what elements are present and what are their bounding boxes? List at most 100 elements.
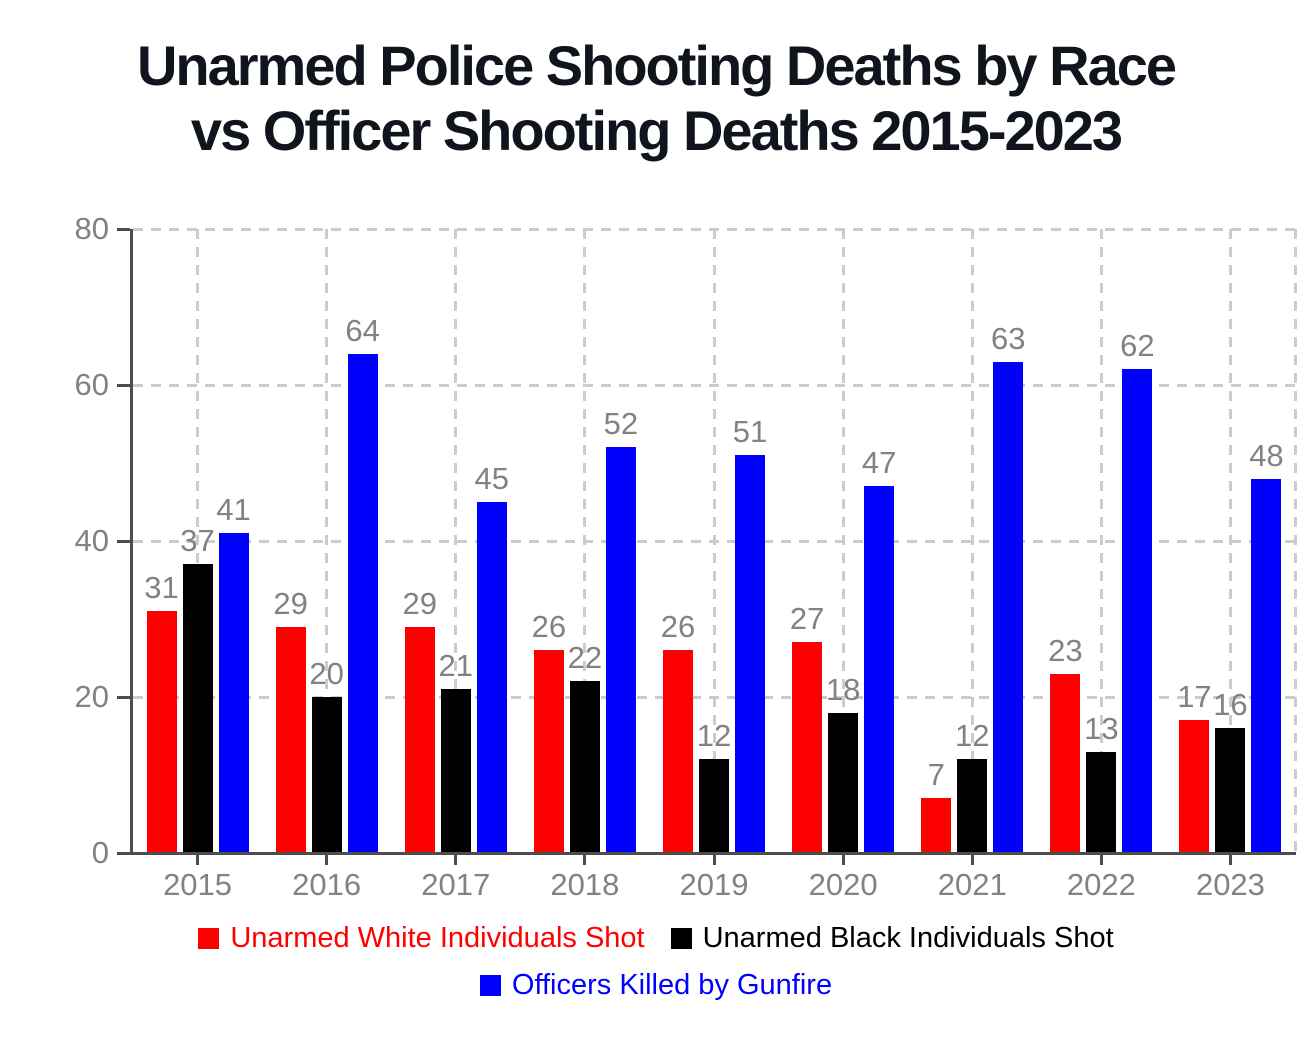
bar-unarmed-white-individuals-shot-2020 xyxy=(792,642,823,853)
value-label: 17 xyxy=(1177,679,1212,715)
value-label: 52 xyxy=(603,406,639,442)
value-label: 29 xyxy=(402,585,438,621)
bar-unarmed-black-individuals-shot-2021 xyxy=(957,759,988,853)
value-label: 27 xyxy=(789,601,825,637)
x-axis-tick xyxy=(712,855,716,865)
bar-unarmed-white-individuals-shot-2019 xyxy=(663,650,693,853)
value-label: 12 xyxy=(696,718,732,754)
bar-unarmed-white-individuals-shot-2018 xyxy=(533,650,564,853)
y-tick-label: 20 xyxy=(74,679,109,714)
value-label: 31 xyxy=(144,570,179,606)
bar-officers-killed-by-gunfire-2015 xyxy=(218,533,249,853)
y-axis-tick xyxy=(117,851,130,855)
bar-unarmed-white-individuals-shot-2016 xyxy=(275,626,306,853)
gridline-vertical xyxy=(583,229,587,853)
x-axis-tick xyxy=(325,855,329,865)
value-label: 13 xyxy=(1084,710,1119,746)
x-tick-label: 2015 xyxy=(163,867,233,902)
chart-title: Unarmed Police Shooting Deaths by Race v… xyxy=(0,33,1312,163)
y-axis-line xyxy=(130,229,133,853)
legend-swatch-officers-killed-by-gunfire xyxy=(479,974,501,996)
bar-unarmed-black-individuals-shot-2023 xyxy=(1215,728,1246,853)
legend-row-1: Unarmed White Individuals Shot Unarmed Bl… xyxy=(0,921,1312,955)
bar-unarmed-black-individuals-shot-2022 xyxy=(1086,751,1117,853)
gridline-vertical xyxy=(1099,229,1103,853)
legend-swatch-unarmed-black-individuals-shot xyxy=(670,927,692,949)
value-label: 37 xyxy=(180,523,215,559)
bar-unarmed-white-individuals-shot-2015 xyxy=(146,611,177,853)
gridline-vertical xyxy=(196,229,200,853)
legend-label-unarmed-black-individuals-shot: Unarmed Black Individuals Shot xyxy=(702,922,1114,954)
bar-officers-killed-by-gunfire-2021 xyxy=(993,361,1024,853)
bar-officers-killed-by-gunfire-2023 xyxy=(1251,478,1282,853)
y-tick-label: 40 xyxy=(74,523,109,558)
bar-unarmed-black-individuals-shot-2018 xyxy=(569,681,600,853)
legend-row-2: Officers Killed by Gunfire xyxy=(0,968,1312,1002)
value-label: 45 xyxy=(474,461,510,496)
gridline-vertical xyxy=(1228,229,1232,853)
bar-unarmed-black-individuals-shot-2016 xyxy=(311,697,342,853)
x-tick-label: 2023 xyxy=(1195,867,1265,902)
bar-unarmed-white-individuals-shot-2021 xyxy=(921,798,952,853)
bar-officers-killed-by-gunfire-2017 xyxy=(476,502,507,853)
bar-officers-killed-by-gunfire-2020 xyxy=(864,486,895,853)
value-label: 18 xyxy=(825,671,861,707)
bar-unarmed-white-individuals-shot-2017 xyxy=(404,626,435,853)
value-label: 26 xyxy=(531,609,567,645)
gridline-vertical xyxy=(712,229,716,853)
legend-item-officers-killed-by-gunfire: Officers Killed by Gunfire xyxy=(479,968,833,1002)
bar-officers-killed-by-gunfire-2016 xyxy=(347,353,378,853)
gridline-vertical xyxy=(970,229,974,853)
bar-unarmed-white-individuals-shot-2023 xyxy=(1179,720,1210,853)
bar-unarmed-black-individuals-shot-2017 xyxy=(440,689,471,853)
y-tick-label: 0 xyxy=(91,835,109,870)
value-label: 7 xyxy=(927,757,945,793)
x-axis-line xyxy=(130,852,1296,855)
y-tick-label: 60 xyxy=(74,367,109,402)
x-axis-tick xyxy=(1228,855,1232,865)
value-label: 47 xyxy=(861,445,897,481)
legend-swatch-unarmed-white-individuals-shot xyxy=(198,927,220,949)
chart-title-line-1: Unarmed Police Shooting Deaths by Race xyxy=(136,34,1177,97)
legend-item-unarmed-black-individuals-shot: Unarmed Black Individuals Shot xyxy=(670,921,1114,955)
legend-label-officers-killed-by-gunfire: Officers Killed by Gunfire xyxy=(511,969,833,1001)
y-tick-label: 80 xyxy=(74,211,109,246)
value-label: 22 xyxy=(567,640,603,676)
value-label: 41 xyxy=(216,492,251,528)
value-label: 51 xyxy=(732,414,768,450)
x-axis-tick xyxy=(1099,855,1103,865)
x-axis-tick xyxy=(454,855,458,865)
value-label: 12 xyxy=(954,718,990,754)
x-tick-label: 2021 xyxy=(937,867,1007,902)
x-tick-label: 2017 xyxy=(421,867,491,902)
legend-item-unarmed-white-individuals-shot: Unarmed White Individuals Shot xyxy=(198,921,645,955)
bar-unarmed-black-individuals-shot-2019 xyxy=(699,759,729,853)
gridline-vertical xyxy=(1293,229,1297,853)
x-tick-label: 2019 xyxy=(679,867,749,902)
y-axis-tick xyxy=(117,695,130,699)
value-label: 26 xyxy=(660,609,696,645)
bar-unarmed-black-individuals-shot-2020 xyxy=(828,712,859,853)
value-label: 29 xyxy=(273,585,308,621)
x-axis-tick xyxy=(196,855,200,865)
bar-unarmed-black-individuals-shot-2015 xyxy=(182,564,213,853)
x-axis-tick xyxy=(970,855,974,865)
gridline-vertical xyxy=(454,229,458,853)
y-axis-tick xyxy=(117,227,130,231)
bar-officers-killed-by-gunfire-2018 xyxy=(605,447,636,853)
y-axis-tick xyxy=(117,539,130,543)
legend-label-unarmed-white-individuals-shot: Unarmed White Individuals Shot xyxy=(230,922,645,954)
value-label: 23 xyxy=(1048,632,1083,668)
bar-officers-killed-by-gunfire-2019 xyxy=(735,455,765,853)
value-label: 48 xyxy=(1249,437,1284,473)
x-tick-label: 2018 xyxy=(550,867,620,902)
value-label: 63 xyxy=(990,320,1026,356)
bar-unarmed-white-individuals-shot-2022 xyxy=(1050,673,1081,853)
value-label: 64 xyxy=(345,312,380,348)
bar-officers-killed-by-gunfire-2022 xyxy=(1122,369,1153,853)
x-tick-label: 2016 xyxy=(292,867,362,902)
gridline-vertical xyxy=(841,229,845,853)
y-axis-tick xyxy=(117,383,130,387)
